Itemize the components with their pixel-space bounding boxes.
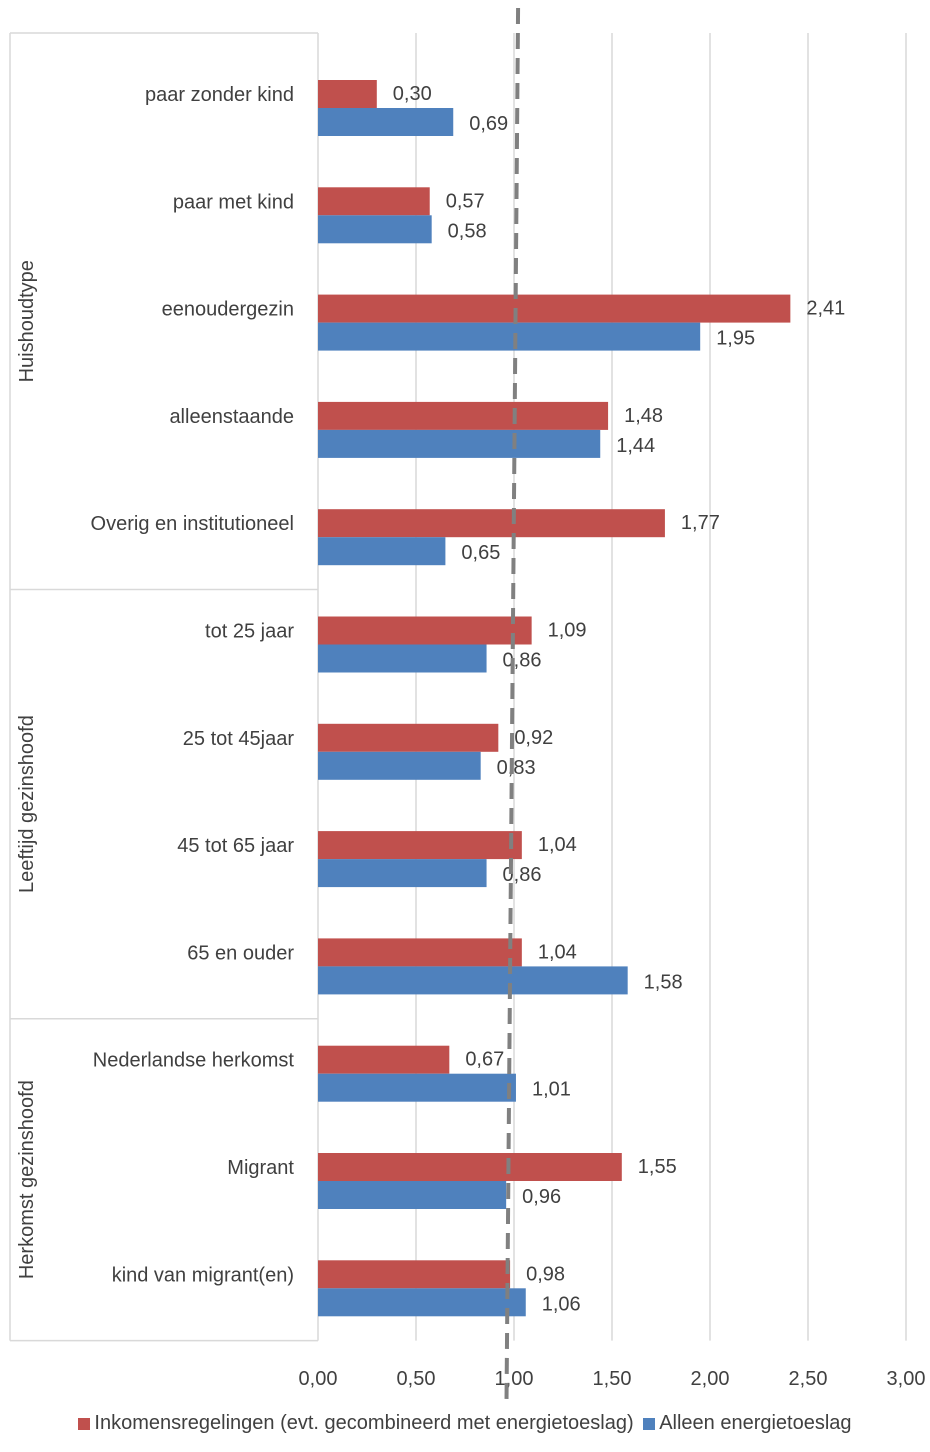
category-label: alleenstaande [169, 406, 294, 428]
data-label: 1,06 [542, 1293, 581, 1315]
bar-chart-plot: 0,00 0,50 1,00 1,50 2,00 2,50 3,00 0,30 0,69 paar… [9, 7, 926, 1400]
data-label: 0,69 [469, 113, 508, 135]
bar-alleen-energietoeslag [318, 215, 432, 244]
bar-alleen-energietoeslag [318, 644, 487, 673]
bar-inkomensregelingen [318, 294, 791, 323]
group-label: Huishoudtype [16, 260, 38, 382]
bar-alleen-energietoeslag [318, 1073, 516, 1102]
bar-alleen-energietoeslag [318, 322, 701, 351]
bar-inkomensregelingen [318, 80, 377, 108]
bar-inkomensregelingen [318, 831, 522, 860]
x-tick-label: 0,00 [299, 1368, 338, 1390]
bar-inkomensregelingen [318, 401, 609, 430]
legend-swatch-blue [643, 1418, 656, 1430]
bar-inkomensregelingen [318, 1153, 622, 1181]
category-label: tot 25 jaar [205, 621, 294, 643]
x-tick-label: 1,00 [495, 1368, 534, 1390]
x-tick-label: 0,50 [397, 1368, 436, 1390]
bar-inkomensregelingen [318, 187, 430, 216]
data-label: 1,77 [681, 512, 720, 534]
category-label: 45 tot 65 jaar [177, 835, 294, 857]
bar-alleen-energietoeslag [318, 537, 446, 566]
bar-alleen-energietoeslag [318, 108, 454, 136]
x-tick-label: 2,50 [789, 1368, 828, 1390]
category-label: eenoudergezin [162, 299, 294, 321]
legend-item-alleen-energietoeslag: Alleen energietoeslag [643, 1412, 852, 1435]
bar-alleen-energietoeslag [318, 1288, 526, 1317]
bar-alleen-energietoeslag [318, 859, 487, 888]
bar-inkomensregelingen [318, 509, 665, 538]
category-label: 65 en ouder [187, 942, 294, 964]
data-label: 0,67 [465, 1049, 504, 1071]
category-label: Nederlandse herkomst [93, 1050, 295, 1072]
bar-inkomensregelingen [318, 1260, 511, 1289]
data-label: 1,44 [616, 435, 655, 457]
bar-inkomensregelingen [318, 723, 499, 752]
data-label: 1,01 [532, 1079, 571, 1101]
data-label: 0,65 [461, 542, 500, 564]
data-label: 0,83 [497, 757, 536, 779]
data-label: 0,58 [448, 220, 487, 242]
legend-swatch-red [78, 1418, 91, 1430]
data-label: 0,92 [514, 727, 553, 749]
group-label: Leeftijd gezinshoofd [16, 715, 38, 893]
data-label: 0,86 [503, 650, 542, 672]
legend-item-inkomensregelingen: Inkomensregelingen (evt. gecombineerd me… [78, 1412, 634, 1435]
data-label: 1,09 [548, 620, 587, 642]
data-label: 1,04 [538, 834, 577, 856]
data-label: 0,57 [446, 190, 485, 212]
legend-label: Alleen energietoeslag [659, 1412, 852, 1434]
x-tick-label: 2,00 [691, 1368, 730, 1390]
category-label: paar met kind [173, 191, 294, 213]
bar-inkomensregelingen [318, 1045, 450, 1074]
data-label: 1,58 [644, 971, 683, 993]
category-label: Migrant [227, 1157, 294, 1179]
legend: Inkomensregelingen (evt. gecombineerd me… [0, 1412, 930, 1435]
data-label: 0,96 [522, 1186, 561, 1208]
bar-alleen-energietoeslag [318, 429, 601, 458]
category-label: 25 tot 45jaar [183, 728, 295, 750]
data-label: 2,41 [806, 298, 845, 320]
data-label: 1,55 [638, 1156, 677, 1178]
x-tick-label: 3,00 [887, 1368, 926, 1390]
bar-inkomensregelingen [318, 616, 532, 645]
legend-label: Inkomensregelingen (evt. gecombineerd me… [94, 1412, 634, 1434]
category-label: Overig en institutioneel [91, 513, 294, 535]
data-label: 1,48 [624, 405, 663, 427]
reference-line [504, 7, 521, 1400]
bar-alleen-energietoeslag [318, 1181, 507, 1209]
category-label: kind van migrant(en) [112, 1264, 294, 1286]
bar-alleen-energietoeslag [318, 751, 481, 780]
category-label: paar zonder kind [145, 84, 294, 106]
x-tick-label: 1,50 [593, 1368, 632, 1390]
group-label: Herkomst gezinshoofd [16, 1080, 38, 1279]
bar-alleen-energietoeslag [318, 966, 628, 995]
data-label: 1,04 [538, 941, 577, 963]
bar-inkomensregelingen [318, 938, 522, 967]
data-label: 0,86 [503, 864, 542, 886]
data-label: 1,95 [716, 328, 755, 350]
data-label: 0,98 [526, 1263, 565, 1285]
data-label: 0,30 [393, 83, 432, 105]
